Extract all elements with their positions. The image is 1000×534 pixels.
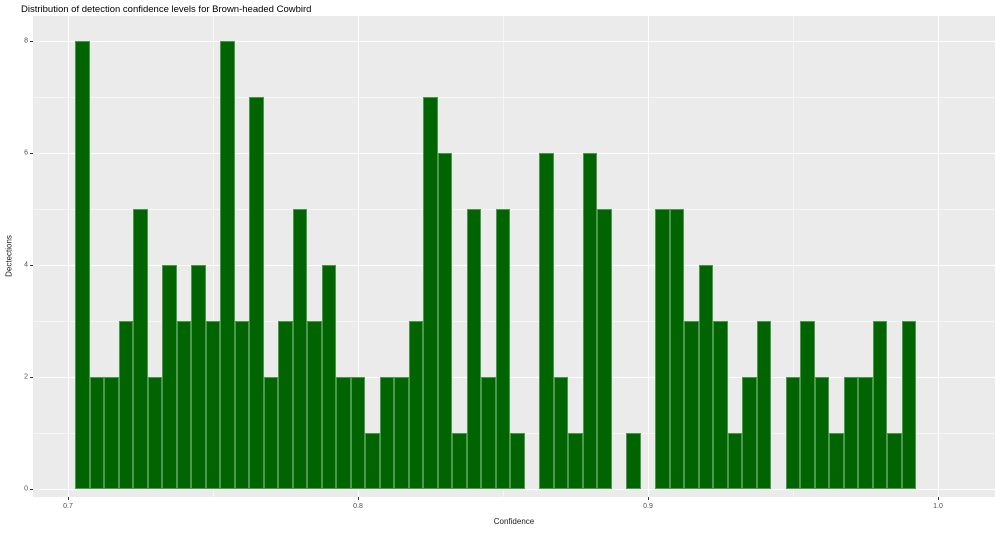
x-tick-mark [938,497,939,500]
histogram-bar [336,377,351,489]
y-tick-label: 4 [24,261,28,269]
x-tick-mark [68,497,69,500]
histogram-bar [249,97,264,489]
gridline-y-major [33,153,995,154]
histogram-bar [843,377,859,489]
histogram-bar [89,377,105,489]
histogram-bar [379,377,395,489]
histogram-bar [597,209,612,489]
histogram-bar [742,377,757,489]
y-tick-mark [30,41,33,42]
gridline-y-major [33,377,995,378]
y-tick-label: 2 [24,373,28,381]
histogram-bar [495,209,511,489]
histogram-bar [162,265,177,489]
histogram-bar [234,321,250,489]
y-tick-mark [30,489,33,490]
x-tick-label: 1.0 [933,503,943,510]
histogram-bar [118,321,134,489]
histogram-bar [713,321,728,489]
histogram-bar [669,209,685,489]
histogram-bar [698,265,714,489]
histogram-bar [887,433,902,489]
gridline-y-major [33,489,995,490]
x-tick-label: 0.8 [353,503,363,510]
gridline-y-major [33,265,995,266]
gridline-x-major [358,16,359,497]
histogram-bar [655,209,670,489]
histogram-bar [466,209,482,489]
histogram-bar [263,377,279,489]
gridline-x-minor [793,16,794,497]
x-tick-mark [358,497,359,500]
histogram-bar [452,433,467,489]
y-tick-mark [30,153,33,154]
histogram-bar [307,321,322,489]
histogram-bar [104,377,119,489]
gridline-y-major [33,41,995,42]
histogram-bar [191,265,206,489]
histogram-bar [292,209,308,489]
histogram-bar [365,433,380,489]
histogram-bar [858,377,873,489]
histogram-bar [872,321,888,489]
y-tick-mark [30,377,33,378]
histogram-bar [423,97,438,489]
gridline-x-major [68,16,69,497]
histogram-bar [437,153,453,489]
histogram-bar [800,321,815,489]
y-tick-label: 8 [24,37,28,45]
histogram-bar [539,153,554,489]
x-tick-mark [648,497,649,500]
histogram-bar [481,377,496,489]
histogram-bar [321,265,337,489]
histogram-bar [278,321,293,489]
y-tick-label: 0 [24,485,28,493]
histogram-bar [829,433,844,489]
histogram-bar [727,433,743,489]
gridline-x-major [648,16,649,497]
gridline-y-minor [33,209,995,210]
histogram-bar [814,377,830,489]
y-tick-mark [30,265,33,266]
gridline-x-major [938,16,939,497]
histogram-bar [394,377,409,489]
gridline-x-minor [213,16,214,497]
y-tick-label: 6 [24,149,28,157]
histogram-bar [785,377,801,489]
plot-panel [33,16,995,497]
histogram-bar [220,41,235,489]
histogram-bar [147,377,163,489]
histogram-bar [133,209,148,489]
histogram-bar [901,321,917,489]
chart-title: Distribution of detection confidence lev… [21,4,312,15]
histogram-bar [176,321,192,489]
x-tick-label: 0.7 [63,503,73,510]
y-axis-title: Dectections [4,235,14,277]
histogram-bar [626,433,641,489]
histogram-bar [568,433,583,489]
histogram-bar [408,321,424,489]
gridline-y-minor [33,321,995,322]
histogram-bar [684,321,699,489]
gridline-y-minor [33,97,995,98]
histogram-bar [75,41,90,489]
histogram-bar [510,433,525,489]
histogram-bar [756,321,772,489]
histogram-bar [553,377,569,489]
histogram-bar [205,321,221,489]
histogram-bar [350,377,366,489]
x-tick-label: 0.9 [643,503,653,510]
histogram-bar [582,153,598,489]
x-axis-title: Confidence [493,517,535,526]
